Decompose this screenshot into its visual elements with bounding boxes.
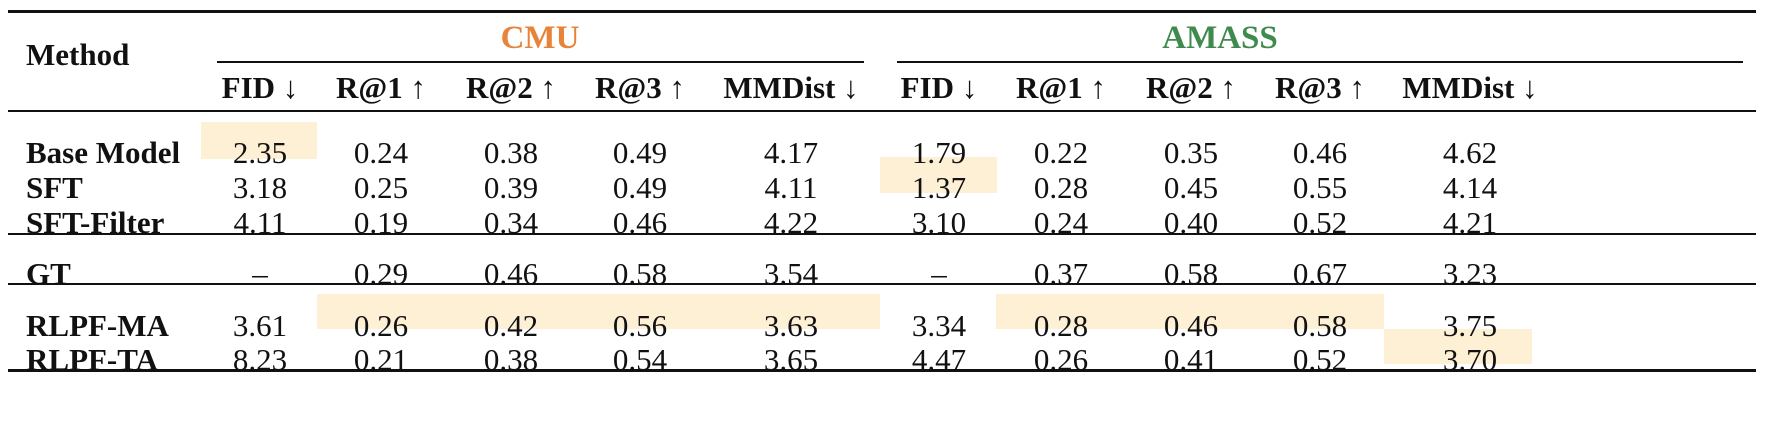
row-label: RLPF-MA [26,308,169,343]
table-cell: 0.46 [1292,135,1348,170]
table-cell: 3.34 [911,308,967,343]
table-cell: 3.61 [232,308,288,343]
row-label: RLPF-TA [26,342,159,377]
table-cell: 0.35 [1163,135,1219,170]
table-cell: 0.56 [612,308,668,343]
cell-highlight [1384,329,1532,364]
group-header-amass: AMASS [1162,20,1278,56]
table-cell: 0.24 [353,135,409,170]
column-header: FID ↓ [900,70,978,105]
table-cell: 0.49 [612,170,668,205]
table-cell: 0.58 [1163,256,1219,291]
table-cell: 0.28 [1033,308,1089,343]
table-cell: – [931,256,947,291]
table-cell: 4.47 [911,342,967,377]
table-cell: 0.19 [353,205,409,240]
table-cell: 0.28 [1033,170,1089,205]
cell-highlight [201,122,317,159]
table-cell: 0.58 [1292,308,1348,343]
table-cell: 4.11 [233,205,287,240]
column-header: R@2 ↑ [466,70,556,105]
gt-top-rule [8,233,1756,235]
table-cell: 0.45 [1163,170,1219,205]
table-cell: 0.46 [1163,308,1219,343]
table-cell: 0.38 [483,342,539,377]
table-cell: 0.39 [483,170,539,205]
table-cell: 4.21 [1442,205,1498,240]
row-label: Base Model [26,135,181,170]
table-cell: 0.49 [612,135,668,170]
row-label: SFT [26,170,83,205]
column-header: R@3 ↑ [595,70,685,105]
table-cell: 3.54 [763,256,819,291]
table-cell: 0.58 [612,256,668,291]
row-label: GT [26,256,71,291]
bottom-rule [8,369,1756,372]
table-cell: 0.40 [1163,205,1219,240]
table-cell: 3.10 [911,205,967,240]
table-cell: 3.70 [1442,342,1498,377]
table-cell: 0.41 [1163,342,1219,377]
column-header: MMDist ↓ [1402,70,1538,105]
table-cell: 3.18 [232,170,288,205]
table-cell: 3.65 [763,342,819,377]
column-header: FID ↓ [221,70,299,105]
table-cell: 4.14 [1442,170,1498,205]
gt-bottom-rule [8,283,1756,285]
column-header: R@1 ↑ [1016,70,1106,105]
table-cell: 8.23 [232,342,288,377]
column-header: R@1 ↑ [336,70,426,105]
cell-highlight [317,294,880,329]
table-cell: 1.79 [911,135,967,170]
row-label: SFT-Filter [26,205,165,240]
amass-group-rule [897,61,1743,63]
table-cell: 4.11 [764,170,818,205]
table-cell: 0.46 [483,256,539,291]
cell-highlight [996,294,1384,329]
column-header: R@3 ↑ [1275,70,1365,105]
table-cell: 0.21 [353,342,409,377]
table-cell: 0.38 [483,135,539,170]
cmu-group-rule [217,61,864,63]
method-header: Method [26,37,130,72]
table-cell: – [252,256,268,291]
table-cell: 3.63 [763,308,819,343]
table-cell: 4.62 [1442,135,1498,170]
table-cell: 0.42 [483,308,539,343]
table-cell: 0.26 [1033,342,1089,377]
column-header: MMDist ↓ [723,70,859,105]
table-cell: 0.67 [1292,256,1348,291]
table-cell: 0.34 [483,205,539,240]
table-cell: 0.52 [1292,342,1348,377]
group-header-cmu: CMU [500,20,580,56]
table-cell: 0.37 [1033,256,1089,291]
table-cell: 0.25 [353,170,409,205]
table-cell: 0.22 [1033,135,1089,170]
table-cell: 0.55 [1292,170,1348,205]
table-cell: 3.23 [1442,256,1498,291]
table-cell: 1.37 [911,170,967,205]
table-cell: 2.35 [232,135,288,170]
table-cell: 4.22 [763,205,819,240]
table-cell: 0.52 [1292,205,1348,240]
table-cell: 4.17 [763,135,819,170]
header-rule [8,110,1756,112]
cell-highlight [880,157,997,193]
table-cell: 3.75 [1442,308,1498,343]
table-cell: 0.26 [353,308,409,343]
table-cell: 0.24 [1033,205,1089,240]
column-header: R@2 ↑ [1146,70,1236,105]
top-rule [8,10,1756,13]
table-cell: 0.54 [612,342,668,377]
table-cell: 0.46 [612,205,668,240]
table-cell: 0.29 [353,256,409,291]
